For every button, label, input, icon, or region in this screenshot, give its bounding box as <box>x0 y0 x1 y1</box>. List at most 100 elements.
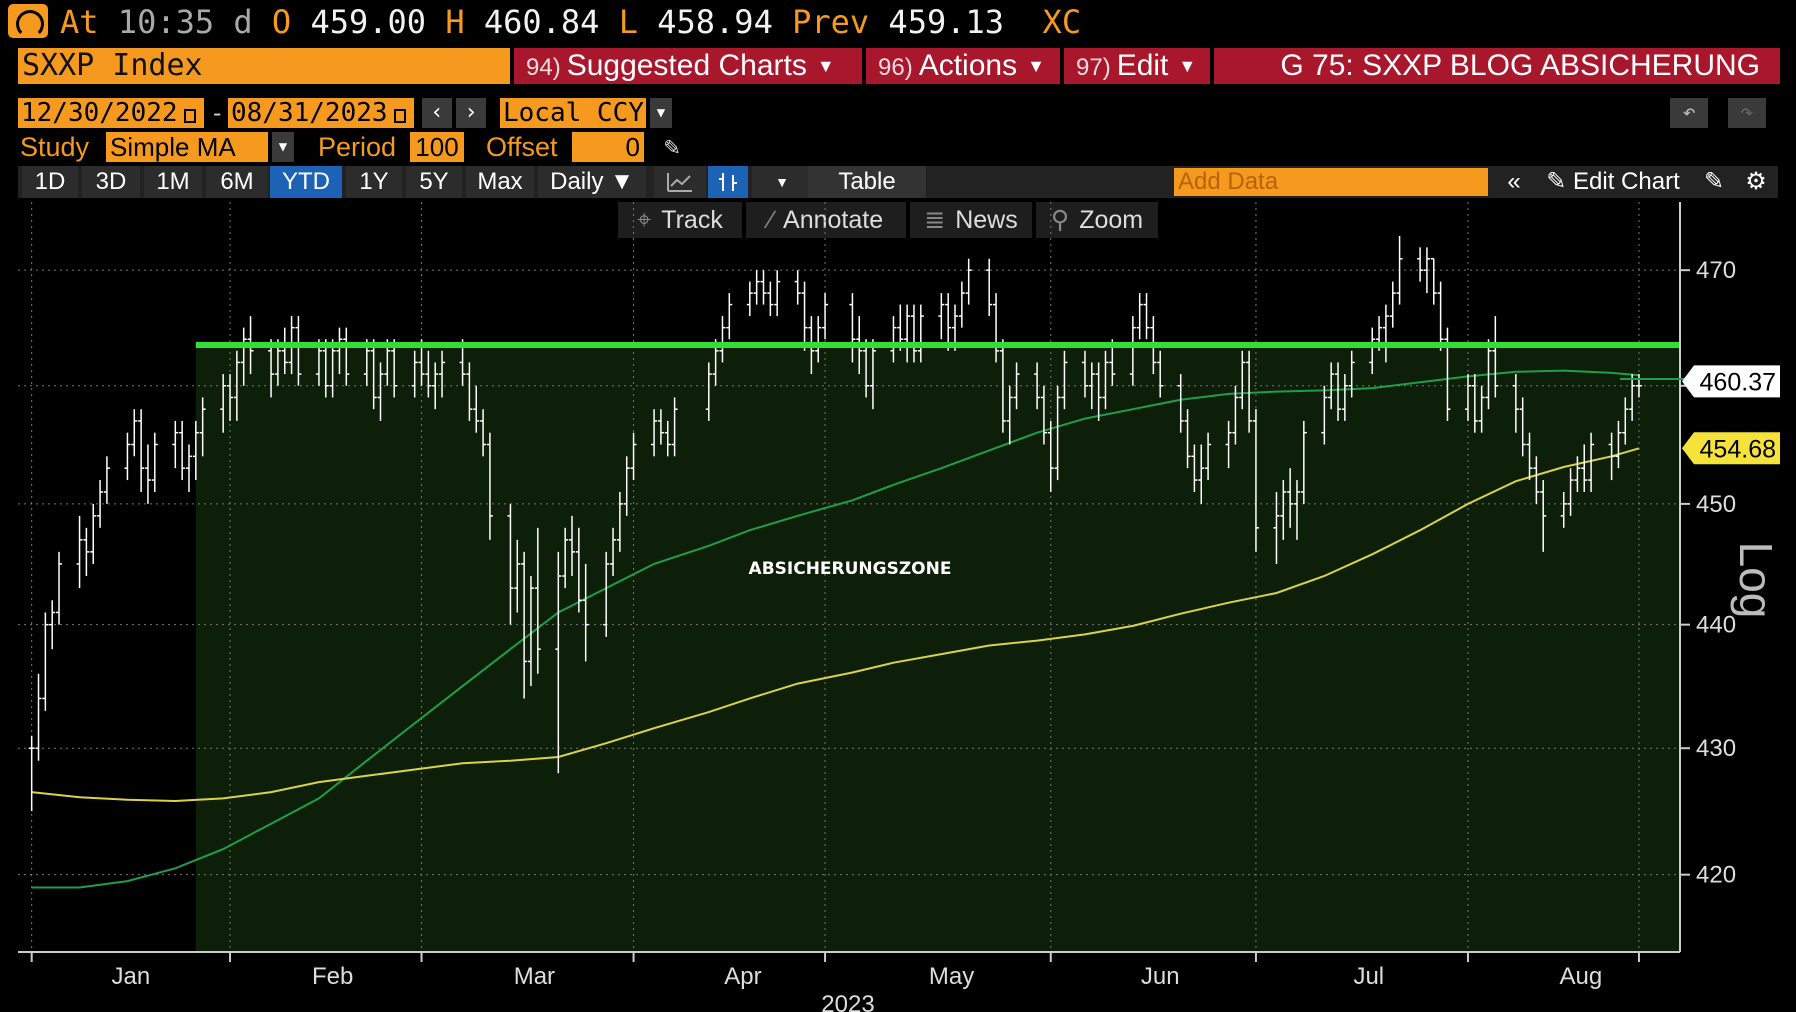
chevron-left-icon[interactable]: ‹ <box>422 98 452 128</box>
ohlc-bar <box>569 515 575 577</box>
pencil-icon[interactable]: ✎ <box>664 132 680 162</box>
ohlc-bar <box>185 444 192 492</box>
moving-average-line <box>31 447 1640 803</box>
track-button[interactable]: ⌖ Track <box>618 202 742 238</box>
ohlc-bar <box>1588 432 1595 492</box>
calendar-icon[interactable] <box>393 109 406 123</box>
zoom-button[interactable]: ⚲ Zoom <box>1036 202 1158 238</box>
period-label: Period <box>318 132 397 162</box>
chart-type-dropdown-icon[interactable]: ▼ <box>752 166 812 198</box>
ohlc-bar <box>808 316 815 375</box>
ohlc-bar <box>42 612 49 711</box>
security-field[interactable]: SXXP Index <box>18 48 510 84</box>
offset-input[interactable]: 0 <box>572 132 644 162</box>
range-1y[interactable]: 1Y <box>346 166 402 198</box>
last-price-badge-bg <box>1682 365 1780 398</box>
ohlc-bar <box>1040 385 1047 445</box>
annotate-button[interactable]: ∕ Annotate <box>746 202 906 238</box>
range-6m[interactable]: 6M <box>206 166 268 198</box>
ohlc-bar <box>657 409 664 445</box>
ohlc-bar <box>1629 374 1636 421</box>
ohlc-bar <box>1444 327 1451 421</box>
ohlc-bar <box>999 339 1006 433</box>
high-value: 460.84 <box>483 3 600 41</box>
add-data-input[interactable] <box>1174 168 1488 196</box>
ohlc-bar <box>418 339 425 386</box>
range-1m[interactable]: 1M <box>144 166 202 198</box>
low-value: 458.94 <box>657 3 773 41</box>
range-1d[interactable]: 1D <box>22 166 78 198</box>
suggested-charts-menu[interactable]: 94) Suggested Charts ▼ <box>514 48 862 84</box>
suggested-charts-num: 94) <box>526 54 561 81</box>
ohlc-bar <box>97 480 104 528</box>
actions-menu[interactable]: 96) Actions ▼ <box>866 48 1060 84</box>
quote-time: 10:35 <box>117 3 215 41</box>
chart-title: G 75: SXXP BLOG ABSICHERUNG <box>1214 48 1780 84</box>
range-max[interactable]: Max <box>466 166 534 198</box>
quote-bar: At 10:35 d O 459.00 H 460.84 L 458.94 Pr… <box>0 0 1796 44</box>
calendar-icon[interactable] <box>183 109 196 123</box>
ohlc-bar <box>952 304 959 351</box>
ohlc-bar <box>1006 385 1013 445</box>
ohlc-bar <box>281 327 288 375</box>
ohlc-bar <box>507 503 514 625</box>
ohlc-bar <box>1423 247 1430 294</box>
period-input[interactable]: 100 <box>410 132 464 162</box>
ohlc-bar <box>315 339 322 386</box>
gauge-icon[interactable] <box>8 4 48 38</box>
ohlc-bar <box>753 270 760 305</box>
chevron-right-icon[interactable]: › <box>456 98 486 128</box>
ohlc-bar <box>863 339 870 398</box>
study-dropdown-icon[interactable]: ▼ <box>272 132 294 162</box>
gear-icon[interactable]: ⚙ <box>1738 166 1774 198</box>
ohlc-bar <box>425 350 432 398</box>
ohlc-bar <box>986 258 993 317</box>
ohlc-bar <box>582 563 589 662</box>
news-button[interactable]: ≣ News <box>910 202 1032 238</box>
redo-icon[interactable]: ↷ <box>1728 98 1766 128</box>
edit-menu[interactable]: 97) Edit ▼ <box>1064 48 1210 84</box>
range-ytd[interactable]: YTD <box>270 166 342 198</box>
ohlc-bar <box>603 551 610 637</box>
ohlc-bar <box>938 293 945 340</box>
at-label: At <box>60 3 99 41</box>
ohlc-bar <box>726 293 733 340</box>
ohlc-bar <box>1136 293 1143 340</box>
table-button[interactable]: Table <box>808 166 926 198</box>
ohlc-bar <box>473 385 480 433</box>
ohlc-bar <box>521 551 528 699</box>
study-type-select[interactable]: Simple MA <box>106 132 268 162</box>
x-year-label: 2023 <box>821 991 874 1012</box>
ohlc-bar <box>336 327 343 375</box>
start-date-field[interactable]: 12/30/2022 <box>18 98 204 128</box>
undo-icon[interactable]: ↶ <box>1670 98 1708 128</box>
ohlc-bar <box>1280 480 1287 540</box>
range-3d[interactable]: 3D <box>82 166 140 198</box>
currency-select[interactable]: Local CCY <box>500 98 646 128</box>
actions-label: Actions <box>918 49 1018 82</box>
bar-chart-icon[interactable] <box>708 166 748 198</box>
frequency-select[interactable]: Daily ▼ <box>538 166 646 198</box>
ohlc-bar <box>1437 281 1444 351</box>
x-month-label: May <box>929 963 974 990</box>
currency-dropdown-icon[interactable]: ▼ <box>650 98 672 128</box>
ohlc-bar <box>480 409 487 457</box>
y-tick-label: 460 <box>1696 373 1736 400</box>
ohlc-bar <box>1198 444 1205 504</box>
range-5y[interactable]: 5Y <box>406 166 462 198</box>
line-chart-icon[interactable] <box>654 166 706 198</box>
ohlc-bar <box>411 350 418 398</box>
ohlc-bar <box>322 339 329 398</box>
edit-icon[interactable]: ✎ <box>1696 166 1732 198</box>
ohlc-bar <box>1184 409 1191 469</box>
ohlc-bar <box>575 527 582 613</box>
ohlc-bar <box>630 432 637 481</box>
edit-chart-button[interactable]: ✎ Edit Chart <box>1538 166 1688 198</box>
ohlc-bar <box>391 339 398 398</box>
exchange-code: XC <box>1042 3 1082 41</box>
collapse-icon[interactable]: « <box>1494 166 1534 198</box>
x-month-label: Feb <box>312 963 353 990</box>
x-month-label: Aug <box>1559 963 1602 990</box>
end-date-field[interactable]: 08/31/2023 <box>228 98 414 128</box>
